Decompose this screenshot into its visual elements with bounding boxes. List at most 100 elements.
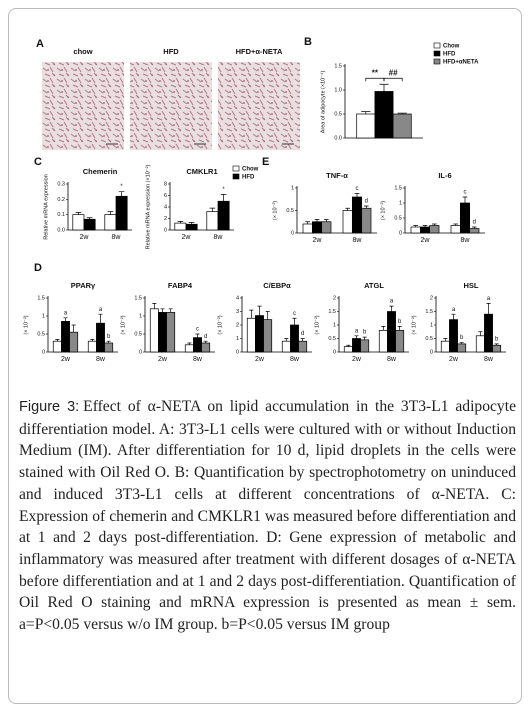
y-tick-label: 0 <box>430 349 433 355</box>
y-axis-label: (× 10⁻²) <box>272 201 278 220</box>
y-tick-label: 1 <box>430 322 433 328</box>
error-bar <box>300 338 305 342</box>
significance-label: d <box>301 331 304 337</box>
panel-label: B <box>304 36 312 48</box>
significance-label: a <box>99 307 103 313</box>
y-tick-label: 3 <box>236 309 239 315</box>
error-bar <box>152 303 157 309</box>
significance-label: a <box>64 310 68 316</box>
error-bar <box>284 338 289 342</box>
x-tick-label: 8w <box>387 356 397 363</box>
y-axis-label: (× 10⁻²) <box>120 315 126 334</box>
chart-title: ATGL <box>364 281 384 290</box>
significance-label: a <box>452 307 456 313</box>
bar <box>492 344 502 353</box>
y-tick-label: 1 <box>291 185 294 191</box>
figure-caption: Figure 3: Effect of α-NETA on lipid accum… <box>19 396 516 636</box>
image-title: HFD+α-NETA <box>236 47 283 56</box>
y-tick-label: 4 <box>236 295 239 301</box>
y-tick-label: 0.1 <box>57 212 65 218</box>
bar <box>174 222 187 231</box>
x-tick-label: 8w <box>484 356 494 363</box>
legend-label: Chow <box>443 44 460 50</box>
significance-label: b <box>398 319 402 325</box>
bar <box>72 214 85 231</box>
bar <box>217 200 230 231</box>
chart-title: CMKLR1 <box>186 167 217 176</box>
y-tick-label: 1 <box>333 322 336 328</box>
error-bar <box>486 303 491 315</box>
bar <box>361 207 372 234</box>
legend-label: HFD <box>443 52 456 58</box>
x-tick-label: 2w <box>80 234 90 241</box>
significance-label: ## <box>389 68 398 77</box>
bar <box>281 340 291 353</box>
bar <box>352 338 361 353</box>
y-tick-label: 0.0 <box>57 227 65 233</box>
y-tick-label: 0.5 <box>37 331 45 337</box>
image-title: chow <box>73 47 92 56</box>
significance-label: c <box>196 327 199 333</box>
y-axis-label: Area of adipocyte (×10⁻⁴) <box>319 71 326 134</box>
significance-label: a <box>355 328 359 334</box>
y-tick-label: 0 <box>333 349 336 355</box>
chart-title: TNF-α <box>326 171 348 180</box>
bar <box>449 319 458 353</box>
y-tick-label: 1.5 <box>394 185 402 191</box>
error-bar <box>453 223 458 226</box>
x-tick-label: 8w <box>290 356 300 363</box>
bar <box>475 335 485 353</box>
micrograph <box>130 62 212 150</box>
bar <box>184 344 194 353</box>
chart-title: FABP4 <box>168 281 193 290</box>
bar <box>201 342 211 353</box>
error-bar <box>188 222 195 225</box>
x-tick-label: 2w <box>158 356 168 363</box>
significance-label: b <box>460 335 464 341</box>
error-bar <box>389 305 394 312</box>
y-axis-label: Relative mRNA expression (×10⁻²) <box>145 164 151 249</box>
caption-text: Effect of α-NETA on lipid accumulation i… <box>19 398 516 634</box>
error-bar <box>451 313 456 320</box>
significance-label: b <box>495 336 499 342</box>
y-tick-label: 0.5 <box>286 208 294 214</box>
significance-label: c <box>356 186 359 192</box>
bar <box>321 221 332 234</box>
y-tick-label: 0.0 <box>334 135 342 141</box>
significance-label: b <box>107 334 111 340</box>
error-bar <box>90 339 95 342</box>
significance-bracket <box>365 77 385 82</box>
error-bar <box>249 309 254 319</box>
x-tick-label: 8w <box>214 234 224 241</box>
error-bar <box>63 317 68 322</box>
significance-label: * <box>120 184 123 190</box>
legend-label: HFD+αNETA <box>443 60 479 66</box>
image-title: HFD <box>163 47 179 56</box>
bar <box>83 218 96 231</box>
bar <box>395 330 405 353</box>
y-tick-label: 8 <box>164 181 167 187</box>
x-tick-label: 8w <box>112 234 122 241</box>
bar <box>459 202 471 234</box>
error-bar <box>86 217 93 220</box>
x-tick-label: 8w <box>193 356 203 363</box>
error-bar <box>432 223 437 226</box>
panel-label: E <box>262 156 269 168</box>
bar <box>343 346 353 353</box>
bar <box>246 317 256 353</box>
error-bar <box>364 205 369 209</box>
legend-label: Chow <box>242 167 259 173</box>
error-bar <box>106 340 111 343</box>
significance-label: d <box>204 334 207 340</box>
bar <box>410 226 421 234</box>
bar <box>104 342 114 353</box>
y-tick-label: 0.5 <box>134 331 142 337</box>
x-tick-label: 8w <box>461 237 471 244</box>
x-tick-label: 2w <box>313 237 323 244</box>
chart-title: Chemerin <box>83 167 118 176</box>
significance-label: d <box>473 220 476 226</box>
bar <box>457 343 467 353</box>
legend-swatch <box>433 42 441 49</box>
x-tick-label: 2w <box>255 356 265 363</box>
y-tick-label: 1.5 <box>37 295 45 301</box>
